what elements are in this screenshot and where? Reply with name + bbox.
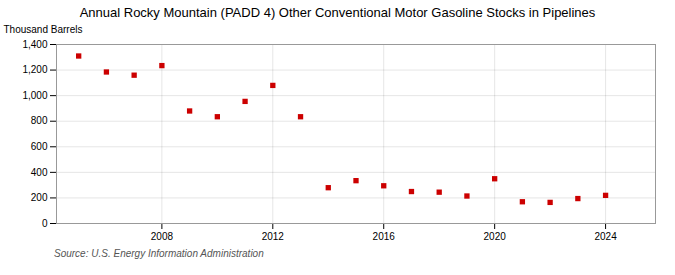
svg-text:1,400: 1,400 (22, 39, 47, 50)
svg-text:2020: 2020 (484, 231, 507, 242)
svg-text:400: 400 (31, 167, 48, 178)
svg-text:2024: 2024 (594, 231, 617, 242)
html-text:Source: U.S. Energy Informatio: Source: U.S. Energy Information Administ… (54, 248, 264, 259)
svg-text:800: 800 (31, 115, 48, 126)
svg-text:2016: 2016 (373, 231, 396, 242)
svg-text:Thousand Barrels: Thousand Barrels (4, 24, 83, 35)
svg-text:600: 600 (31, 141, 48, 152)
svg-text:1,200: 1,200 (22, 64, 47, 75)
svg-text:2008: 2008 (151, 231, 174, 242)
html-text:Annual Rocky Mountain (PADD 4): Annual Rocky Mountain (PADD 4) Other Con… (79, 5, 596, 20)
svg-text:2012: 2012 (262, 231, 285, 242)
svg-text:200: 200 (31, 192, 48, 203)
svg-text:1,000: 1,000 (22, 90, 47, 101)
svg-text:0: 0 (42, 218, 48, 229)
